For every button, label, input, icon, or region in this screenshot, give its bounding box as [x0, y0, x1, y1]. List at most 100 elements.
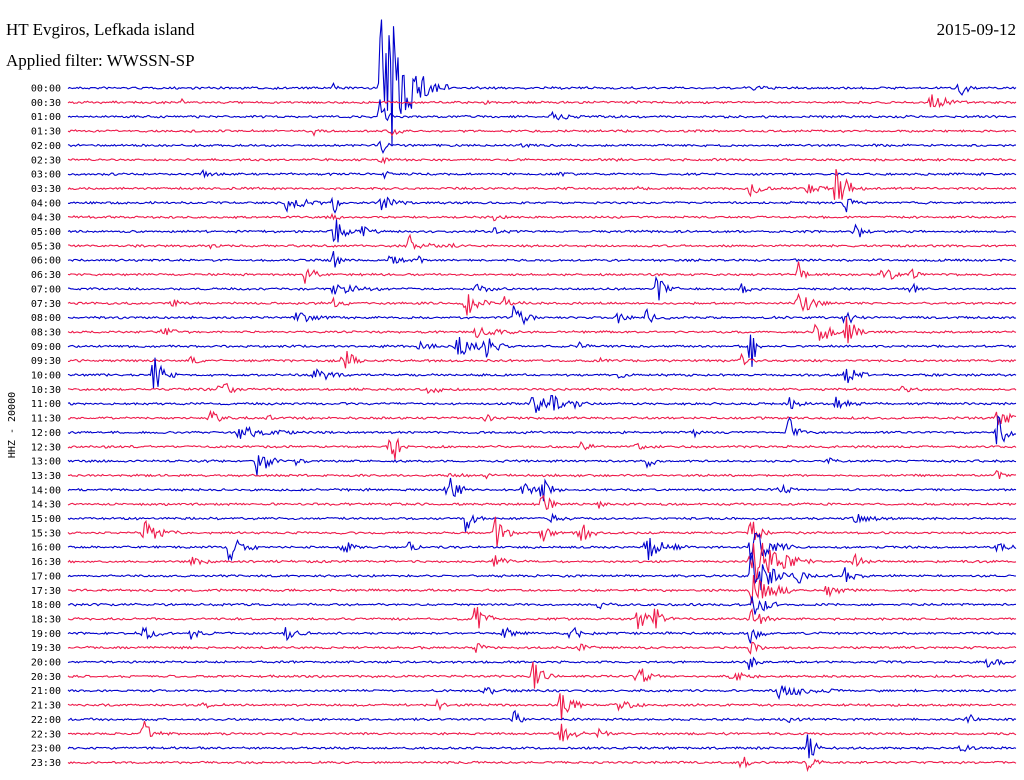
time-tick-label: 20:00	[31, 658, 61, 669]
time-tick-label: 23:00	[31, 744, 61, 755]
time-tick-label: 20:30	[31, 672, 61, 683]
time-tick-label: 14:00	[31, 485, 61, 496]
time-tick-label: 03:00	[31, 170, 61, 181]
time-tick-label: 05:00	[31, 227, 61, 238]
trace-line	[67, 512, 1017, 532]
trace-line	[67, 219, 1017, 243]
time-tick-label: 17:00	[31, 571, 61, 582]
trace-line	[67, 516, 1017, 548]
trace-line	[67, 128, 1017, 137]
time-label-group: 00:00 00:30 01:00 01:30 02:00 02:30 03:00 03:30…	[31, 84, 61, 769]
time-tick-label: 15:00	[31, 514, 61, 525]
trace-line	[67, 395, 1017, 413]
time-tick-label: 07:30	[31, 299, 61, 310]
time-tick-label: 08:00	[31, 313, 61, 324]
trace-line	[67, 574, 1017, 604]
trace-line	[67, 455, 1017, 476]
time-tick-label: 08:30	[31, 327, 61, 338]
time-tick-label: 00:30	[31, 98, 61, 109]
trace-line	[67, 606, 1017, 630]
trace-line	[67, 168, 1017, 200]
time-tick-label: 05:30	[31, 241, 61, 252]
date-label: 2015-09-12	[936, 20, 1016, 39]
trace-line	[67, 275, 1017, 301]
time-tick-label: 00:00	[31, 84, 61, 95]
time-tick-label: 03:30	[31, 184, 61, 195]
trace-line	[67, 685, 1017, 701]
trace-line	[67, 19, 1017, 146]
trace-line	[67, 437, 1017, 460]
trace-line	[67, 305, 1017, 326]
trace-line	[67, 99, 1017, 122]
time-tick-label: 10:00	[31, 371, 61, 382]
trace-line	[67, 196, 1017, 214]
trace-line	[67, 596, 1017, 615]
time-tick-label: 06:00	[31, 256, 61, 267]
station-title: HT Evgiros, Lefkada island	[6, 20, 195, 39]
trace-line	[67, 382, 1017, 395]
time-tick-label: 09:00	[31, 342, 61, 353]
time-tick-label: 22:30	[31, 729, 61, 740]
trace-line	[67, 292, 1017, 316]
filter-label: Applied filter: WWSSN-SP	[6, 51, 195, 70]
trace-line	[67, 357, 1017, 389]
trace-group	[67, 19, 1017, 773]
time-tick-label: 17:30	[31, 586, 61, 597]
trace-line	[67, 470, 1017, 480]
trace-line	[67, 251, 1017, 268]
trace-line	[67, 693, 1017, 721]
time-tick-label: 04:30	[31, 213, 61, 224]
trace-line	[68, 233, 1017, 251]
trace-line	[67, 532, 1017, 562]
time-tick-label: 18:00	[31, 600, 61, 611]
time-tick-label: 06:30	[31, 270, 61, 281]
trace-line	[67, 156, 1017, 165]
trace-line	[67, 551, 1016, 591]
trace-line	[67, 261, 1017, 284]
time-tick-label: 01:30	[31, 127, 61, 138]
time-tick-label: 22:00	[31, 715, 61, 726]
time-tick-label: 11:00	[31, 399, 61, 410]
time-tick-label: 15:30	[31, 528, 61, 539]
trace-line	[67, 212, 1017, 222]
trace-line	[67, 477, 1017, 502]
trace-line	[67, 542, 1017, 583]
trace-line	[67, 317, 1017, 344]
time-tick-label: 13:30	[31, 471, 61, 482]
trace-line	[67, 709, 1017, 725]
time-tick-label: 13:00	[31, 457, 61, 468]
time-tick-label: 19:30	[31, 643, 61, 654]
trace-line	[67, 334, 1016, 367]
trace-line	[67, 756, 1017, 773]
trace-line	[67, 94, 1017, 109]
trace-line	[67, 626, 1017, 644]
trace-line	[67, 720, 1017, 742]
time-tick-label: 09:30	[31, 356, 61, 367]
time-tick-label: 12:00	[31, 428, 61, 439]
time-tick-label: 18:30	[31, 614, 61, 625]
trace-line	[67, 661, 1017, 689]
time-tick-label: 12:30	[31, 442, 61, 453]
trace-line	[67, 409, 1017, 426]
trace-line	[67, 641, 1017, 655]
time-tick-label: 21:30	[31, 701, 61, 712]
trace-line	[67, 351, 1017, 369]
y-axis-label: HHZ - 20000	[7, 392, 18, 458]
trace-line	[67, 140, 1017, 155]
time-tick-label: 01:00	[31, 112, 61, 123]
time-tick-label: 02:00	[31, 141, 61, 152]
time-tick-label: 19:00	[31, 629, 61, 640]
trace-line	[67, 415, 1017, 445]
time-tick-label: 16:30	[31, 557, 61, 568]
time-tick-label: 10:30	[31, 385, 61, 396]
time-tick-label: 23:30	[31, 758, 61, 769]
time-tick-label: 07:00	[31, 284, 61, 295]
trace-line	[67, 734, 1017, 759]
trace-line	[67, 656, 1017, 670]
time-tick-label: 11:30	[31, 414, 61, 425]
trace-line	[67, 494, 1017, 510]
time-tick-label: 21:00	[31, 686, 61, 697]
time-tick-label: 04:00	[31, 198, 61, 209]
trace-line	[67, 169, 1017, 180]
